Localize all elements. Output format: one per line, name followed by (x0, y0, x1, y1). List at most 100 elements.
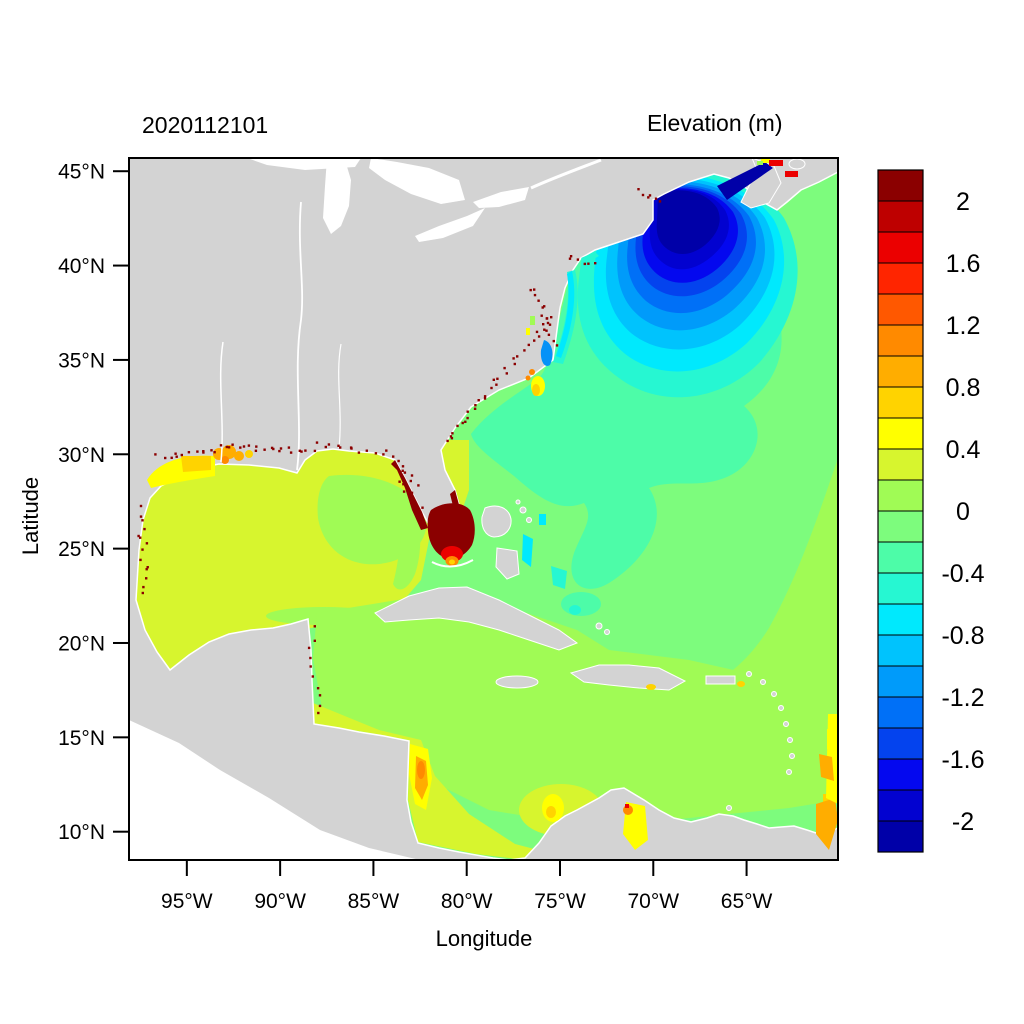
colorbar-cell (877, 448, 924, 481)
flood-speckle (410, 491, 414, 494)
flood-speckle (513, 362, 516, 366)
flood-speckle (533, 339, 536, 342)
flood-speckle (545, 329, 548, 332)
flood-speckle (411, 495, 414, 498)
cape-breton (788, 158, 806, 170)
cuba (374, 586, 579, 651)
flood-speckle (402, 490, 406, 493)
pacific-outside-domain (129, 720, 420, 860)
flood-speckle (164, 456, 167, 460)
flood-speckle (446, 439, 449, 443)
colorbar-cell (877, 355, 924, 388)
flood-speckle (270, 446, 274, 450)
minas-basin-yellow (761, 158, 770, 163)
flood-speckle (247, 444, 251, 447)
x-tick-label: 95°W (161, 890, 213, 913)
flood-speckle (496, 377, 499, 380)
flood-speckle (231, 443, 234, 446)
flood-speckle (477, 399, 480, 402)
colorbar-cell (877, 603, 924, 636)
flood-speckle (315, 441, 319, 444)
lake-erie (415, 208, 485, 242)
flood-speckle (311, 675, 314, 678)
flood-speckle (403, 471, 407, 474)
plot-border (128, 157, 839, 861)
flood-speckle (401, 465, 405, 468)
flood-speckle (416, 506, 420, 510)
colorbar-cell (877, 696, 924, 729)
flood-speckle (145, 568, 148, 571)
flood-speckle (583, 262, 586, 266)
colorbar-tick-label: 1.6 (946, 250, 981, 278)
flood-speckle (483, 395, 487, 398)
delta-orange-2 (222, 445, 236, 459)
flood-speckle (254, 449, 258, 452)
colorbar-cell (877, 262, 924, 295)
flood-speckle (313, 639, 316, 642)
louisiana-coastal-patches (147, 445, 253, 488)
colorbar-tick-label: -2 (952, 808, 974, 836)
flood-speckle (263, 448, 266, 451)
shelf-cyan-strip (556, 271, 575, 358)
flood-speckle (255, 445, 258, 448)
st-lawrence-river (530, 158, 602, 190)
flood-speckle (401, 469, 404, 472)
flood-speckle (535, 330, 539, 334)
great-lakes (219, 158, 602, 471)
flood-speckle (146, 566, 149, 569)
flood-speckle (569, 255, 573, 258)
pamlico-amber-patch (532, 384, 540, 396)
flood-speckle (568, 257, 572, 260)
colorbar-cell (877, 665, 924, 698)
y-tick-label: 20°N (58, 632, 105, 655)
flood-speckle (374, 452, 378, 455)
cuba-ne-turquoise-dot (569, 605, 581, 615)
river-west (219, 341, 224, 463)
flood-speckle (545, 317, 549, 320)
map-plot-area (129, 158, 838, 860)
trinidad-orange-patch (816, 798, 838, 850)
flood-speckle (318, 694, 322, 697)
flood-speckle (492, 378, 495, 381)
flood-speckle (139, 504, 143, 508)
colorbar-cell (877, 231, 924, 264)
colorbar-cell (877, 293, 924, 326)
hispaniola (569, 664, 687, 691)
colorbar-frame (877, 169, 924, 853)
y-tick-label: 45°N (58, 161, 105, 184)
caribbean-south-band (313, 703, 591, 860)
andros-bank (481, 505, 512, 538)
flood-speckle (180, 453, 183, 457)
flood-speckle (641, 193, 645, 197)
flood-speckle (142, 585, 145, 589)
axis-ticks: 95°W 90°W 85°W 80°W 75°W 70°W 65°W 45°N 40°N 35°N… (58, 161, 772, 913)
flood-speckle (456, 424, 459, 428)
flood-speckle (318, 704, 322, 708)
florida-flood-zone (391, 460, 475, 568)
maracaibo-red-dot (625, 804, 629, 808)
flood-speckle (137, 534, 140, 538)
y-axis-title: Latitude (18, 477, 43, 555)
nova-scotia-red-spot (785, 171, 798, 177)
flood-speckle (339, 446, 342, 449)
flood-speckle (550, 316, 553, 319)
delta-deep-orange (221, 456, 229, 464)
mississippi-river (296, 201, 304, 471)
flood-speckle (555, 344, 559, 347)
colorbar-cell (877, 386, 924, 419)
colorbar-tick-label: 2 (956, 188, 970, 216)
pamlico-blue-patch (540, 340, 553, 366)
flood-speckle (382, 453, 385, 456)
flood-speckle (317, 711, 320, 715)
colorbar-tick-label: 1.2 (946, 312, 981, 340)
south-america-landmass (508, 787, 838, 860)
flood-speckle (210, 449, 213, 452)
flood-speckle (145, 577, 148, 580)
flood-speckle (647, 196, 650, 199)
lake-huron (369, 158, 465, 204)
flood-speckle (309, 665, 312, 668)
x-tick-label: 85°W (348, 890, 400, 913)
colorbar-cell (877, 820, 924, 853)
nicaragua-deep-orange (417, 761, 425, 779)
flood-speckle (141, 591, 144, 595)
